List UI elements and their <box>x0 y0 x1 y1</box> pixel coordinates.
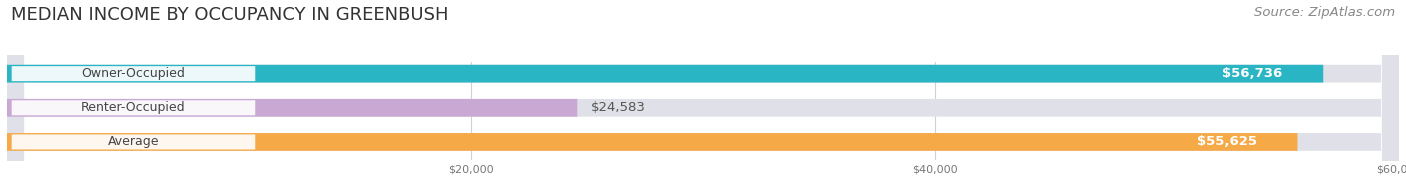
Text: Average: Average <box>108 135 159 148</box>
FancyBboxPatch shape <box>7 65 1323 83</box>
Text: $24,583: $24,583 <box>592 101 647 114</box>
FancyBboxPatch shape <box>7 0 1399 196</box>
Text: MEDIAN INCOME BY OCCUPANCY IN GREENBUSH: MEDIAN INCOME BY OCCUPANCY IN GREENBUSH <box>11 6 449 24</box>
Text: $55,625: $55,625 <box>1197 135 1257 148</box>
Text: Source: ZipAtlas.com: Source: ZipAtlas.com <box>1254 6 1395 19</box>
FancyBboxPatch shape <box>11 100 256 115</box>
Text: Owner-Occupied: Owner-Occupied <box>82 67 186 80</box>
FancyBboxPatch shape <box>7 133 1298 151</box>
FancyBboxPatch shape <box>11 66 256 81</box>
FancyBboxPatch shape <box>11 134 256 150</box>
Text: $56,736: $56,736 <box>1222 67 1282 80</box>
FancyBboxPatch shape <box>7 99 578 117</box>
FancyBboxPatch shape <box>7 0 1399 196</box>
FancyBboxPatch shape <box>7 0 1399 196</box>
Text: Renter-Occupied: Renter-Occupied <box>82 101 186 114</box>
